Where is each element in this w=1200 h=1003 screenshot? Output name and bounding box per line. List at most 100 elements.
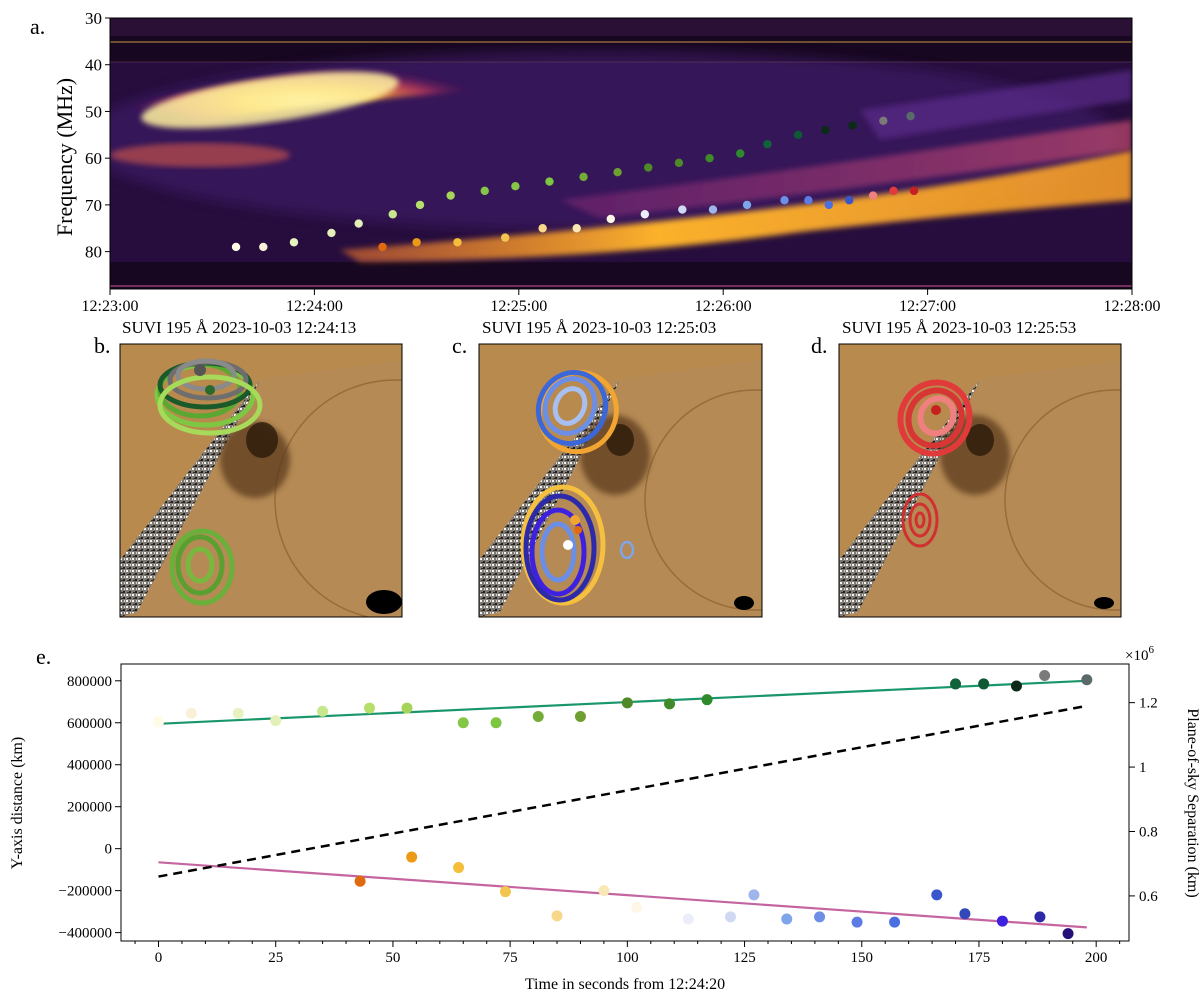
a-data-point	[327, 229, 335, 237]
a-data-point	[910, 187, 918, 195]
a-x-tick-label: 12:23:00	[82, 298, 139, 315]
a-data-point	[389, 210, 397, 218]
a-data-point	[889, 187, 897, 195]
e-data-point	[959, 908, 970, 919]
a-data-point	[607, 215, 615, 223]
e-data-point	[186, 708, 197, 719]
a-y-tick-label: 70	[85, 196, 102, 215]
a-x-tick-label: 12:24:00	[286, 298, 343, 315]
e-fit-line	[159, 862, 1087, 927]
a-data-point	[906, 112, 914, 120]
panel-e-x-ticks: 0 25 50 75 100 125 150 175 200	[135, 941, 1120, 966]
panel-e-right-y-axis-label: Plane-of-sky Separation (km)	[1184, 708, 1200, 897]
e-data-point	[781, 913, 792, 924]
a-data-point	[825, 201, 833, 209]
e-data-point	[406, 852, 417, 863]
a-data-point	[412, 238, 420, 246]
panel-a-spectrum: 304050607080 12:23:00 12:24:00 12:25:00 12:…	[80, 9, 1160, 315]
a-x-tick-label: 12:25:00	[490, 298, 547, 315]
a-data-point	[538, 224, 546, 232]
a-data-point	[501, 233, 509, 241]
e-left-y-tick-label: 600000	[67, 716, 112, 732]
e-data-point	[814, 911, 825, 922]
a-data-point	[613, 168, 621, 176]
e-data-point	[931, 889, 942, 900]
e-data-point	[683, 913, 694, 924]
e-data-point	[664, 698, 675, 709]
panel-e-plot: 0 25 50 75 100 125 150 175 200 80000060000040000…	[59, 664, 1159, 966]
a-data-point	[511, 182, 519, 190]
e-left-y-tick-label: 800000	[67, 674, 112, 690]
a-y-tick-label: 60	[85, 149, 102, 168]
e-right-y-tick-label: 0.8	[1139, 824, 1158, 840]
a-y-tick-label: 50	[85, 102, 102, 121]
e-x-tick-label: 175	[968, 950, 991, 966]
a-x-tick-label: 12:26:00	[695, 298, 752, 315]
e-right-y-tick-label: 1	[1139, 760, 1147, 776]
a-data-point	[869, 191, 877, 199]
a-data-point	[481, 187, 489, 195]
e-data-point	[852, 917, 863, 928]
a-data-point	[780, 196, 788, 204]
e-data-point	[453, 862, 464, 873]
panel-e-right-y-ticks: 1.2 1 0.8 0.6	[1129, 696, 1158, 905]
e-left-y-tick-label: −400000	[59, 926, 112, 942]
panel-e-right-axis-exponent: ×106	[1125, 644, 1154, 664]
a-data-point	[794, 131, 802, 139]
a-data-point	[736, 149, 744, 157]
e-data-point	[364, 703, 375, 714]
a-data-point	[678, 205, 686, 213]
a-data-point	[848, 121, 856, 129]
e-data-point	[355, 876, 366, 887]
e-data-point	[725, 911, 736, 922]
panel-d-image	[839, 344, 1200, 617]
e-data-point	[631, 902, 642, 913]
a-x-tick-label: 12:27:00	[899, 298, 956, 315]
e-x-tick-label: 0	[155, 950, 163, 966]
e-x-tick-label: 200	[1085, 950, 1108, 966]
a-data-point	[579, 173, 587, 181]
panel-e-x-axis-label: Time in seconds from 12:24:20	[525, 976, 725, 993]
a-data-point	[845, 196, 853, 204]
e-data-point	[702, 694, 713, 705]
e-data-point	[889, 917, 900, 928]
e-left-y-tick-label: −200000	[59, 884, 112, 900]
a-data-point	[804, 196, 812, 204]
e-data-point	[491, 717, 502, 728]
panel-e-left-y-axis-label: Y-axis distance (km)	[9, 737, 26, 869]
e-right-y-tick-label: 1.2	[1139, 696, 1158, 712]
panel-e-data-points	[153, 670, 1092, 939]
e-left-y-tick-label: 400000	[67, 758, 112, 774]
e-data-point	[317, 706, 328, 717]
a-data-point	[763, 140, 771, 148]
panel-a-y-axis-label: Frequency (MHz)	[52, 78, 77, 236]
panel-d-beam-ellipse	[1094, 597, 1114, 609]
a-data-point	[573, 224, 581, 232]
a-data-point	[232, 243, 240, 251]
e-data-point	[575, 711, 586, 722]
e-data-point	[500, 886, 511, 897]
a-data-point	[354, 219, 362, 227]
e-data-point	[1034, 911, 1045, 922]
a-data-point	[378, 243, 386, 251]
a-y-tick-label: 30	[85, 9, 102, 28]
a-data-point	[675, 159, 683, 167]
panel-c-beam-ellipse	[734, 596, 754, 610]
a-data-point	[644, 163, 652, 171]
e-right-y-tick-label: 0.6	[1139, 889, 1158, 905]
e-x-tick-label: 50	[385, 950, 400, 966]
e-data-point	[533, 711, 544, 722]
a-data-point	[743, 201, 751, 209]
e-data-point	[1063, 928, 1074, 939]
e-x-tick-label: 150	[851, 950, 874, 966]
a-data-point	[290, 238, 298, 246]
e-x-tick-label: 100	[616, 950, 639, 966]
a-x-tick-label: 12:28:00	[1104, 298, 1161, 315]
e-data-point	[997, 916, 1008, 927]
e-data-point	[153, 716, 164, 727]
e-data-point	[598, 885, 609, 896]
e-data-point	[552, 910, 563, 921]
panel-c-image	[479, 344, 865, 617]
panel-a-y-ticks: 30 40 50 60 70 80	[85, 9, 110, 262]
